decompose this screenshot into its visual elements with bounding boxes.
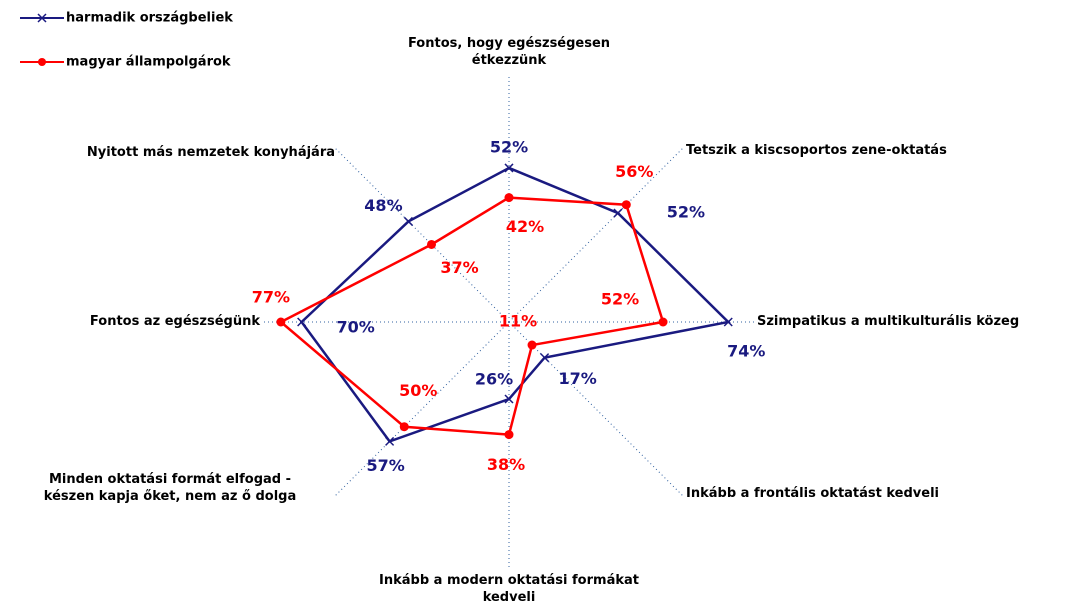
- data-label: 74%: [727, 342, 765, 361]
- marker: [276, 317, 286, 327]
- marker: [504, 430, 514, 440]
- axis-line: [508, 321, 683, 496]
- axis-label: Tetszik a kiscsoportos zene-oktatás: [686, 143, 947, 158]
- axis-label: Fontos az egészségünk: [89, 314, 260, 329]
- data-label: 77%: [252, 288, 290, 307]
- data-label: 38%: [487, 455, 525, 474]
- data-label: 52%: [601, 290, 639, 309]
- marker: [613, 208, 623, 218]
- axis-label: Nyitott más nemzetek konyhájára: [86, 145, 335, 160]
- marker: [504, 163, 514, 173]
- marker: [504, 193, 514, 203]
- data-label: 70%: [336, 318, 374, 337]
- data-label: 52%: [490, 137, 528, 156]
- marker: [621, 200, 631, 210]
- marker: [504, 394, 514, 404]
- marker: [527, 340, 537, 350]
- axis-label: Inkább a modern oktatási formákat kedvel…: [379, 573, 639, 605]
- data-label: 52%: [667, 203, 705, 222]
- marker: [540, 353, 550, 363]
- axis-line: [335, 321, 510, 496]
- marker: [426, 239, 436, 249]
- legend-label: magyar állampolgárok: [66, 55, 231, 70]
- data-label: 42%: [506, 217, 544, 236]
- axis-line: [335, 148, 510, 323]
- marker: [403, 216, 413, 226]
- axis-label: Fontos, hogy egészségesen étkezzünk: [407, 36, 611, 68]
- axis-label: Szimpatikus a multikulturális közeg: [757, 314, 1020, 329]
- legend-marker: [38, 58, 46, 66]
- data-label: 11%: [499, 312, 537, 331]
- data-label: 57%: [366, 456, 404, 475]
- axis-label: Inkább a frontális oktatást kedveli: [686, 486, 940, 501]
- axis-label: Minden oktatási formát elfogad - készen …: [43, 472, 297, 504]
- data-label: 56%: [615, 162, 653, 181]
- marker: [385, 436, 395, 446]
- series-line: [278, 196, 665, 436]
- data-label: 48%: [364, 196, 402, 215]
- marker: [658, 317, 668, 327]
- legend-marker: [37, 13, 47, 23]
- marker: [399, 422, 409, 432]
- axis-line: [508, 148, 683, 323]
- marker: [723, 317, 733, 327]
- marker: [297, 317, 307, 327]
- data-label: 26%: [475, 370, 513, 389]
- data-label: 17%: [558, 369, 596, 388]
- data-label: 37%: [440, 258, 478, 277]
- legend-label: harmadik országbeliek: [66, 11, 233, 26]
- data-label: 50%: [399, 381, 437, 400]
